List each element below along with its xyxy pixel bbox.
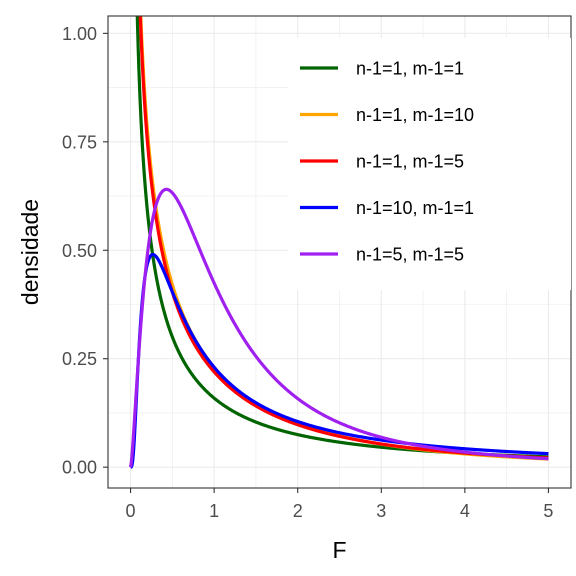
y-tick-label: 0.75: [62, 132, 97, 152]
x-tick-label: 4: [460, 501, 470, 521]
x-axis-title: F: [332, 537, 346, 563]
x-tick-label: 3: [376, 501, 386, 521]
x-tick-label: 0: [126, 501, 136, 521]
legend-label-3: n-1=1, m-1=5: [356, 152, 464, 172]
y-tick-label: 0.25: [62, 349, 97, 369]
y-axis-title: densidade: [17, 199, 43, 305]
legend-label-1: n-1=1, m-1=1: [356, 59, 464, 79]
x-tick-label: 1: [209, 501, 219, 521]
legend: n-1=1, m-1=1 n-1=1, m-1=10 n-1=1, m-1=5 n-1…: [288, 38, 571, 290]
y-tick-label: 0.00: [62, 458, 97, 478]
x-tick-label: 5: [543, 501, 553, 521]
legend-label-4: n-1=10, m-1=1: [356, 198, 474, 218]
legend-label-5: n-1=5, m-1=5: [356, 245, 464, 265]
y-tick-label: 0.50: [62, 241, 97, 261]
x-axis: 0 1 2 3 4 5: [126, 488, 553, 521]
x-tick-label: 2: [293, 501, 303, 521]
series-line-5: [128, 187, 550, 468]
series-lines: [128, 16, 550, 469]
legend-background: [288, 38, 571, 290]
series-line-4: [129, 252, 550, 469]
y-axis: 0.00 0.25 0.50 0.75 1.00: [62, 24, 108, 478]
legend-label-2: n-1=1, m-1=10: [356, 105, 474, 125]
y-tick-label: 1.00: [62, 24, 97, 44]
